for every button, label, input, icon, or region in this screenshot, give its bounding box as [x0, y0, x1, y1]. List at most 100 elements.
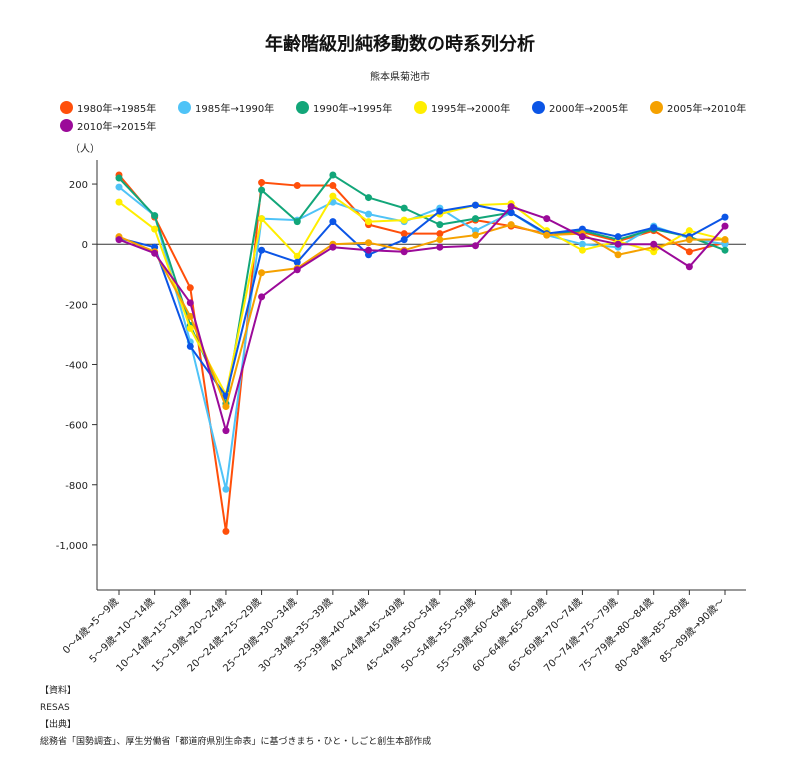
legend-swatch	[414, 101, 427, 114]
data-point	[365, 194, 373, 202]
source-notes: 【資料】 RESAS 【出典】 総務省「国勢調査」、厚生労働省「都道府県別生命表…	[40, 683, 431, 751]
data-point	[293, 258, 301, 266]
data-point	[186, 342, 194, 350]
series-line	[118, 223, 725, 408]
data-point	[115, 198, 123, 206]
source-heading: 【資料】	[40, 686, 77, 696]
data-point	[471, 215, 479, 223]
source-text: RESAS	[40, 703, 70, 713]
data-point	[151, 249, 159, 257]
data-point	[436, 221, 444, 229]
legend-item[interactable]: 2005年→2010年	[650, 100, 746, 115]
y-axis-label: （人）	[70, 143, 100, 155]
x-tick-label: 85～89歳→90歳～	[657, 596, 727, 666]
chart-title: 年齢階級別純移動数の時系列分析	[265, 34, 535, 55]
y-tick-label: -600	[65, 421, 88, 432]
data-point	[721, 236, 729, 244]
origin-text: 総務省「国勢調査」、厚生労働省「都道府県別生命表」に基づきまち・ひと・しごと創生…	[40, 737, 432, 747]
data-point	[222, 485, 230, 493]
data-point	[578, 246, 586, 254]
data-point	[614, 251, 622, 259]
legend-swatch	[60, 101, 73, 114]
data-point	[650, 224, 658, 232]
legend-item[interactable]: 2000年→2005年	[532, 100, 628, 115]
data-point	[685, 263, 693, 271]
legend-item[interactable]: 1990年→1995年	[296, 100, 392, 115]
data-point	[151, 212, 159, 220]
data-point	[507, 203, 515, 211]
data-point	[293, 252, 301, 260]
legend-swatch	[650, 101, 663, 114]
data-point	[507, 221, 515, 229]
data-point	[329, 171, 337, 179]
data-point	[614, 233, 622, 241]
data-point	[186, 284, 194, 292]
data-point	[258, 215, 266, 223]
legend-label: 1980年→1985年	[77, 104, 157, 115]
legend-label: 1985年→1990年	[195, 104, 275, 115]
data-point	[115, 236, 123, 244]
x-tick-label: 5～9歳→10～14歳	[87, 596, 157, 666]
y-tick-label: -400	[65, 360, 88, 371]
legend-label: 1990年→1995年	[313, 104, 393, 115]
series-line	[118, 204, 726, 398]
data-point	[258, 246, 266, 254]
data-point	[507, 209, 515, 217]
legend-label: 2010年→2015年	[77, 122, 157, 133]
data-point	[329, 243, 337, 251]
data-point	[578, 240, 586, 248]
data-point	[365, 239, 373, 247]
data-point	[685, 227, 693, 235]
legend-label: 1995年→2000年	[431, 104, 511, 115]
data-point	[721, 246, 729, 254]
data-point	[436, 243, 444, 251]
data-point	[186, 299, 194, 307]
data-point	[186, 324, 194, 332]
data-point	[543, 215, 551, 223]
legend-item[interactable]: 2010年→2015年	[60, 118, 156, 133]
data-point	[293, 266, 301, 274]
series-line	[118, 195, 726, 396]
data-point	[400, 230, 408, 238]
legend-swatch	[60, 119, 73, 132]
series-line	[118, 174, 726, 533]
data-point	[258, 269, 266, 277]
series-line	[118, 174, 726, 405]
data-point	[543, 231, 551, 239]
data-point	[293, 182, 301, 190]
data-point	[258, 293, 266, 301]
data-point	[365, 246, 373, 254]
data-point	[400, 236, 408, 244]
data-point	[400, 216, 408, 224]
origin-heading: 【出典】	[40, 720, 77, 730]
series-line	[118, 205, 726, 432]
y-tick-label: -1,000	[56, 541, 88, 552]
legend-swatch	[532, 101, 545, 114]
data-point	[222, 427, 230, 435]
data-point	[400, 204, 408, 212]
data-point	[471, 231, 479, 239]
y-tick-label: -200	[65, 300, 88, 311]
legend-item[interactable]: 1980年→1985年	[60, 100, 156, 115]
legend-label: 2005年→2010年	[667, 104, 747, 115]
y-tick-label: 0	[82, 240, 88, 251]
data-point	[151, 225, 159, 233]
data-point	[436, 230, 444, 238]
legend-item[interactable]: 1995年→2000年	[414, 100, 510, 115]
data-point	[721, 222, 729, 230]
data-point	[222, 527, 230, 535]
data-point	[365, 210, 373, 218]
data-point	[685, 248, 693, 256]
data-point	[293, 218, 301, 226]
chart-subtitle: 熊本県菊池市	[370, 72, 430, 83]
data-point	[685, 236, 693, 244]
line-chart: （人）2000-200-400-600-800-1,0000～4歳→5～9歳5～…	[56, 143, 746, 674]
data-point	[186, 312, 194, 320]
legend-item[interactable]: 1985年→1990年	[178, 100, 274, 115]
data-point	[721, 213, 729, 221]
data-point	[650, 240, 658, 248]
data-point	[471, 201, 479, 209]
y-tick-label: -800	[65, 481, 88, 492]
legend-swatch	[178, 101, 191, 114]
legend-label: 2000年→2005年	[549, 104, 629, 115]
